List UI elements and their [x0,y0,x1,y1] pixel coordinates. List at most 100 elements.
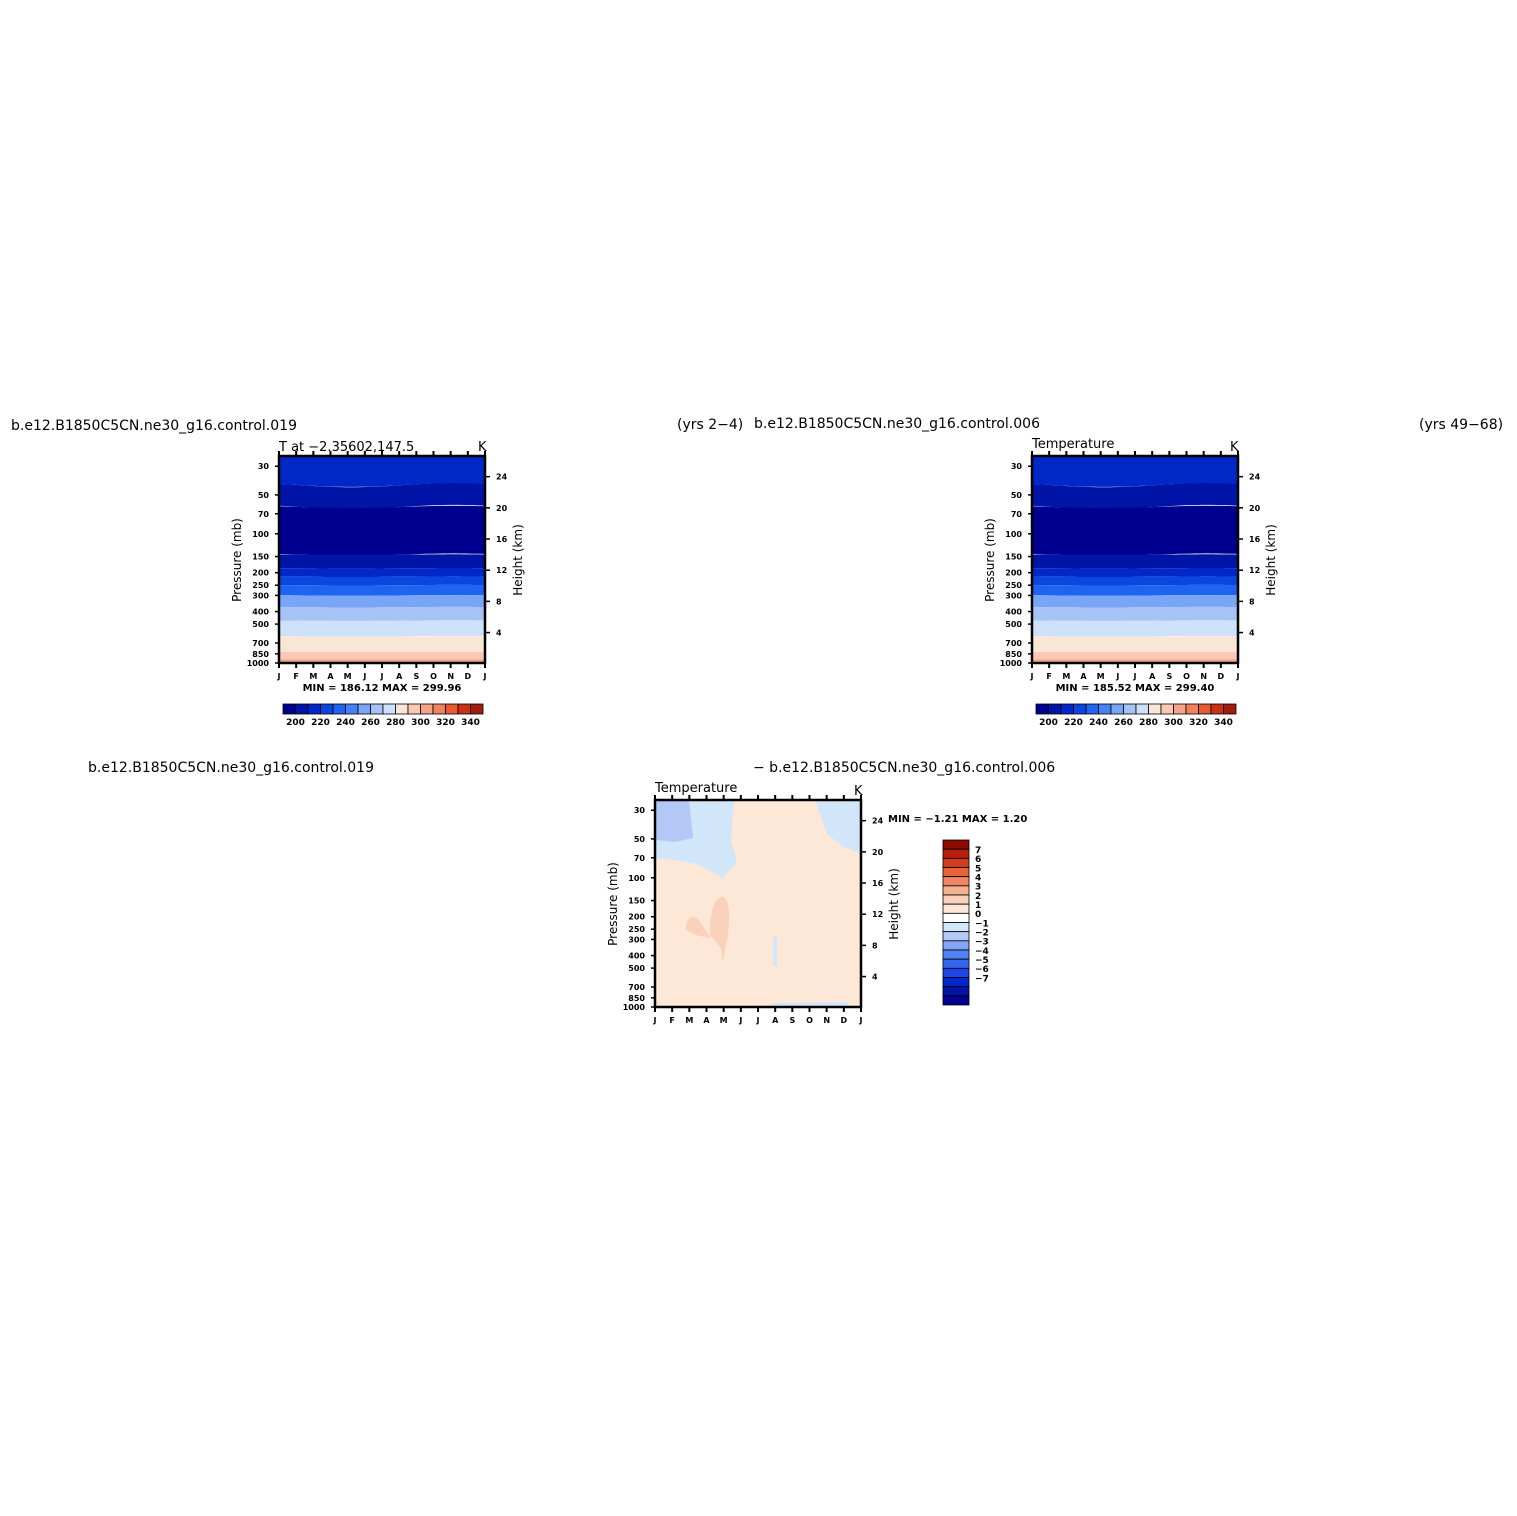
colorbar-box [942,931,970,942]
x-tick-label: J [653,1016,657,1025]
y-tick-right-label: 8 [872,941,878,950]
y-tick-label: 250 [252,581,269,590]
contour-band [279,584,485,596]
panel-diff-minmax: MIN = −1.21 MAX = 1.20 [888,814,1027,825]
colorbar-box [407,703,421,715]
colorbar-box [370,703,384,715]
colorbar-box [1160,703,1174,715]
panel-case2-colorbar: 200 220 240 260 280 300 320 340 [1035,703,1237,728]
panel-diff-ylabel-right: Height (km) [887,868,901,939]
colorbar-label: 340 [1214,718,1233,728]
colorbar-box [942,922,970,933]
y-tick-label: 1000 [247,659,270,668]
panel-diff-ylabel: Pressure (mb) [606,862,620,946]
x-tick-label: J [1115,672,1119,681]
y-tick-label: 100 [252,530,269,539]
y-tick-label: 1000 [623,1003,646,1012]
panel-case1-fill [279,456,485,663]
contour-band [279,568,485,577]
panel-case2-title: Temperature [1031,437,1114,452]
y-tick-right-label: 8 [496,597,502,606]
colorbar-box [282,703,296,715]
x-tick-label: N [823,1016,830,1025]
y-tick-label: 400 [628,952,645,961]
diff-header-right: − b.e12.B1850C5CN.ne30_g16.control.006 [753,760,1055,776]
colorbar-label: 340 [461,718,480,728]
colorbar-box [1173,703,1187,715]
colorbar-label: 2 [975,892,981,902]
diff-negative-region-right [815,800,861,854]
colorbar-box [942,857,970,868]
diff-negative-core [655,800,693,842]
contour-band [1032,554,1238,569]
colorbar-label: 300 [1164,718,1183,728]
y-tick-right-label: 24 [1249,473,1261,482]
colorbar-box [942,912,970,923]
colorbar-box [942,986,970,997]
x-tick-label: A [1149,672,1156,681]
colorbar-label: −3 [975,938,989,948]
panel-case1-colorbar: 200 220 240 260 280 300 320 340 [282,703,484,728]
panel-case1: J F M A M J J A S O N D J305070100150200250300400500… [230,440,525,728]
diff-negative-sliver [773,936,777,966]
y-tick-right-label: 24 [872,817,884,826]
diff-positive-patch [685,917,711,938]
colorbar-box [942,885,970,896]
y-tick-label: 50 [258,491,270,500]
colorbar-label: 7 [975,846,981,856]
y-tick-label: 50 [1011,491,1023,500]
colorbar-label: −2 [975,929,989,939]
y-tick-label: 70 [258,510,270,519]
x-tick-label: J [859,1016,863,1025]
contour-band [1032,636,1238,652]
colorbar-box [1048,703,1062,715]
colorbar-box [457,703,471,715]
y-tick-right-label: 4 [1249,629,1255,638]
y-tick-label: 150 [252,553,269,562]
case1-header: b.e12.B1850C5CN.ne30_g16.control.019 [11,418,297,434]
y-tick-label: 500 [628,964,645,973]
contour-band [279,606,485,621]
contour-band-top [279,456,485,468]
colorbar-label: −6 [975,965,989,975]
colorbar-label: 240 [336,718,355,728]
colorbar-label: 5 [975,864,981,874]
colorbar-label: 280 [386,718,405,728]
colorbar-label: 260 [1114,718,1133,728]
colorbar-label: 1 [975,901,981,911]
x-tick-label: F [293,672,298,681]
colorbar-box [1123,703,1137,715]
contour-band [279,505,485,556]
colorbar-box [942,958,970,969]
colorbar-box [357,703,371,715]
y-tick-label: 150 [1005,553,1022,562]
x-tick-label: J [1030,672,1034,681]
panel-case1-title: T at −2.35602,147.5 [278,440,414,455]
y-tick-label: 30 [1011,462,1023,471]
y-tick-label: 700 [252,639,269,648]
colorbar-box [1098,703,1112,715]
y-tick-label: 700 [628,983,645,992]
colorbar-box [332,703,346,715]
y-tick-label: 500 [1005,620,1022,629]
colorbar-label: 240 [1089,718,1108,728]
y-tick-label: 300 [1005,591,1022,600]
colorbar-box [942,967,970,978]
colorbar-box [1035,703,1049,715]
y-tick-right-label: 24 [496,473,508,482]
colorbar-label: 320 [1189,718,1208,728]
case2-years: (yrs 49−68) [1419,417,1503,433]
colorbar-box [942,848,970,859]
colorbar-box [307,703,321,715]
panel-case2-minmax: MIN = 185.52 MAX = 299.40 [1056,683,1215,694]
x-tick-label: M [344,672,352,681]
y-tick-label: 250 [1005,581,1022,590]
y-tick-label: 100 [1005,530,1022,539]
colorbar-box [1110,703,1124,715]
y-tick-right-label: 16 [1249,535,1261,544]
contour-band [279,483,485,510]
colorbar-label: 320 [436,718,455,728]
colorbar-box [942,940,970,951]
x-tick-label: J [756,1016,760,1025]
